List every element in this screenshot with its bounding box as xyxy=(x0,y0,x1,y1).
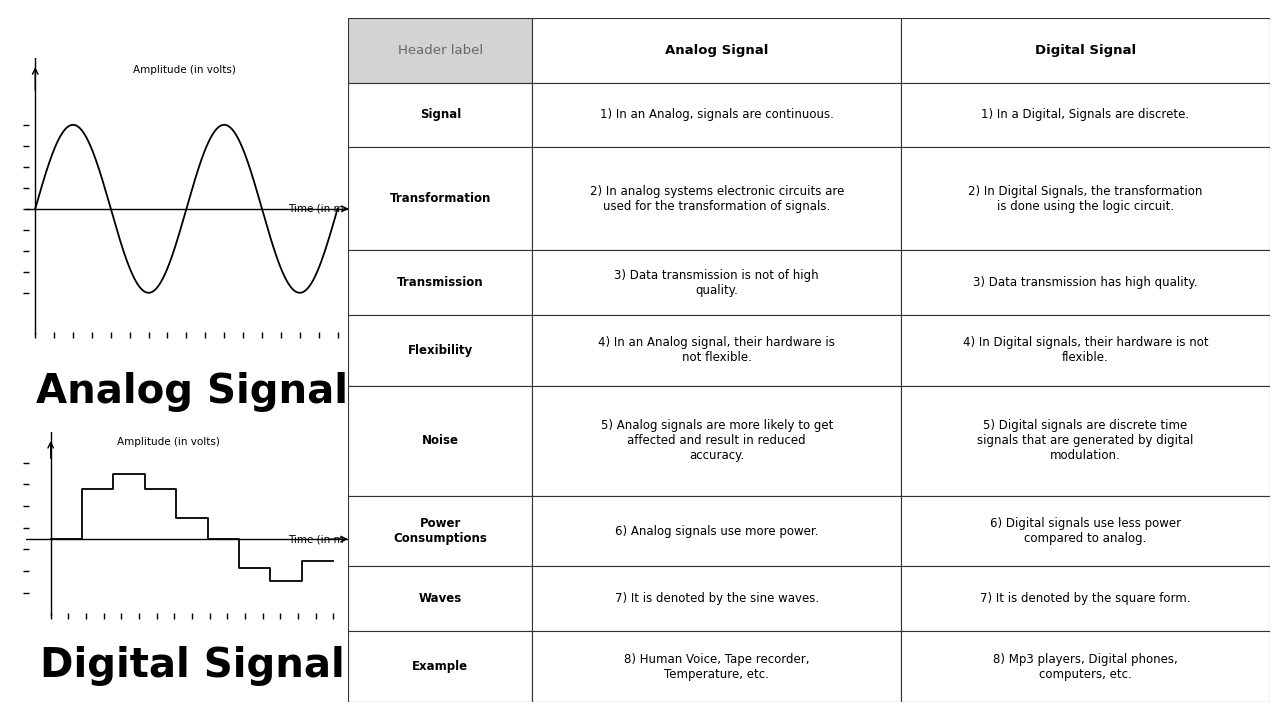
Bar xyxy=(901,386,1270,495)
Bar xyxy=(348,83,532,147)
Bar xyxy=(532,18,901,83)
Bar xyxy=(532,251,901,315)
Bar xyxy=(348,495,532,567)
Text: 2) In Digital Signals, the transformation
is done using the logic circuit.: 2) In Digital Signals, the transformatio… xyxy=(968,184,1203,212)
Text: Analog Signal: Analog Signal xyxy=(666,44,768,57)
Text: Header label: Header label xyxy=(398,44,483,57)
Bar xyxy=(348,18,532,83)
Bar xyxy=(901,315,1270,386)
Text: Time (in m: Time (in m xyxy=(288,204,344,214)
Text: Amplitude (in volts): Amplitude (in volts) xyxy=(133,65,237,75)
Bar xyxy=(348,147,532,251)
Text: 3) Data transmission is not of high
quality.: 3) Data transmission is not of high qual… xyxy=(614,269,819,297)
Text: Analog Signal: Analog Signal xyxy=(36,372,348,412)
Bar xyxy=(532,631,901,702)
Text: 8) Human Voice, Tape recorder,
Temperature, etc.: 8) Human Voice, Tape recorder, Temperatu… xyxy=(625,652,809,680)
Text: Amplitude (in volts): Amplitude (in volts) xyxy=(116,436,220,446)
Bar xyxy=(348,251,532,315)
Text: Waves: Waves xyxy=(419,593,462,606)
Bar xyxy=(901,251,1270,315)
Bar xyxy=(532,386,901,495)
Bar xyxy=(348,315,532,386)
Bar xyxy=(532,495,901,567)
Text: 1) In a Digital, Signals are discrete.: 1) In a Digital, Signals are discrete. xyxy=(982,108,1189,121)
Bar xyxy=(901,567,1270,631)
Text: Digital Signal: Digital Signal xyxy=(1034,44,1137,57)
Text: 1) In an Analog, signals are continuous.: 1) In an Analog, signals are continuous. xyxy=(600,108,833,121)
Text: 6) Analog signals use more power.: 6) Analog signals use more power. xyxy=(616,524,818,538)
Text: Transformation: Transformation xyxy=(389,192,492,205)
Text: Noise: Noise xyxy=(422,434,458,447)
Bar xyxy=(348,567,532,631)
Bar xyxy=(348,631,532,702)
Bar xyxy=(901,147,1270,251)
Text: 4) In an Analog signal, their hardware is
not flexible.: 4) In an Analog signal, their hardware i… xyxy=(598,336,836,364)
Text: 5) Analog signals are more likely to get
affected and result in reduced
accuracy: 5) Analog signals are more likely to get… xyxy=(600,419,833,462)
Text: 4) In Digital signals, their hardware is not
flexible.: 4) In Digital signals, their hardware is… xyxy=(963,336,1208,364)
Text: Power
Consumptions: Power Consumptions xyxy=(393,517,488,545)
Text: Digital Signal: Digital Signal xyxy=(40,646,344,685)
Bar xyxy=(532,147,901,251)
Text: 3) Data transmission has high quality.: 3) Data transmission has high quality. xyxy=(973,276,1198,289)
Bar xyxy=(532,315,901,386)
Bar xyxy=(901,83,1270,147)
Bar xyxy=(532,83,901,147)
Text: 7) It is denoted by the sine waves.: 7) It is denoted by the sine waves. xyxy=(614,593,819,606)
Bar xyxy=(901,631,1270,702)
Bar xyxy=(901,18,1270,83)
Bar xyxy=(348,386,532,495)
Text: 5) Digital signals are discrete time
signals that are generated by digital
modul: 5) Digital signals are discrete time sig… xyxy=(977,419,1194,462)
Text: Flexibility: Flexibility xyxy=(408,344,472,357)
Text: 6) Digital signals use less power
compared to analog.: 6) Digital signals use less power compar… xyxy=(989,517,1181,545)
Bar xyxy=(901,495,1270,567)
Text: Transmission: Transmission xyxy=(397,276,484,289)
Text: Time (in m: Time (in m xyxy=(288,534,344,544)
Text: 2) In analog systems electronic circuits are
used for the transformation of sign: 2) In analog systems electronic circuits… xyxy=(590,184,844,212)
Text: Signal: Signal xyxy=(420,108,461,121)
Text: 7) It is denoted by the square form.: 7) It is denoted by the square form. xyxy=(980,593,1190,606)
Text: Example: Example xyxy=(412,660,468,673)
Text: 8) Mp3 players, Digital phones,
computers, etc.: 8) Mp3 players, Digital phones, computer… xyxy=(993,652,1178,680)
Bar xyxy=(532,567,901,631)
